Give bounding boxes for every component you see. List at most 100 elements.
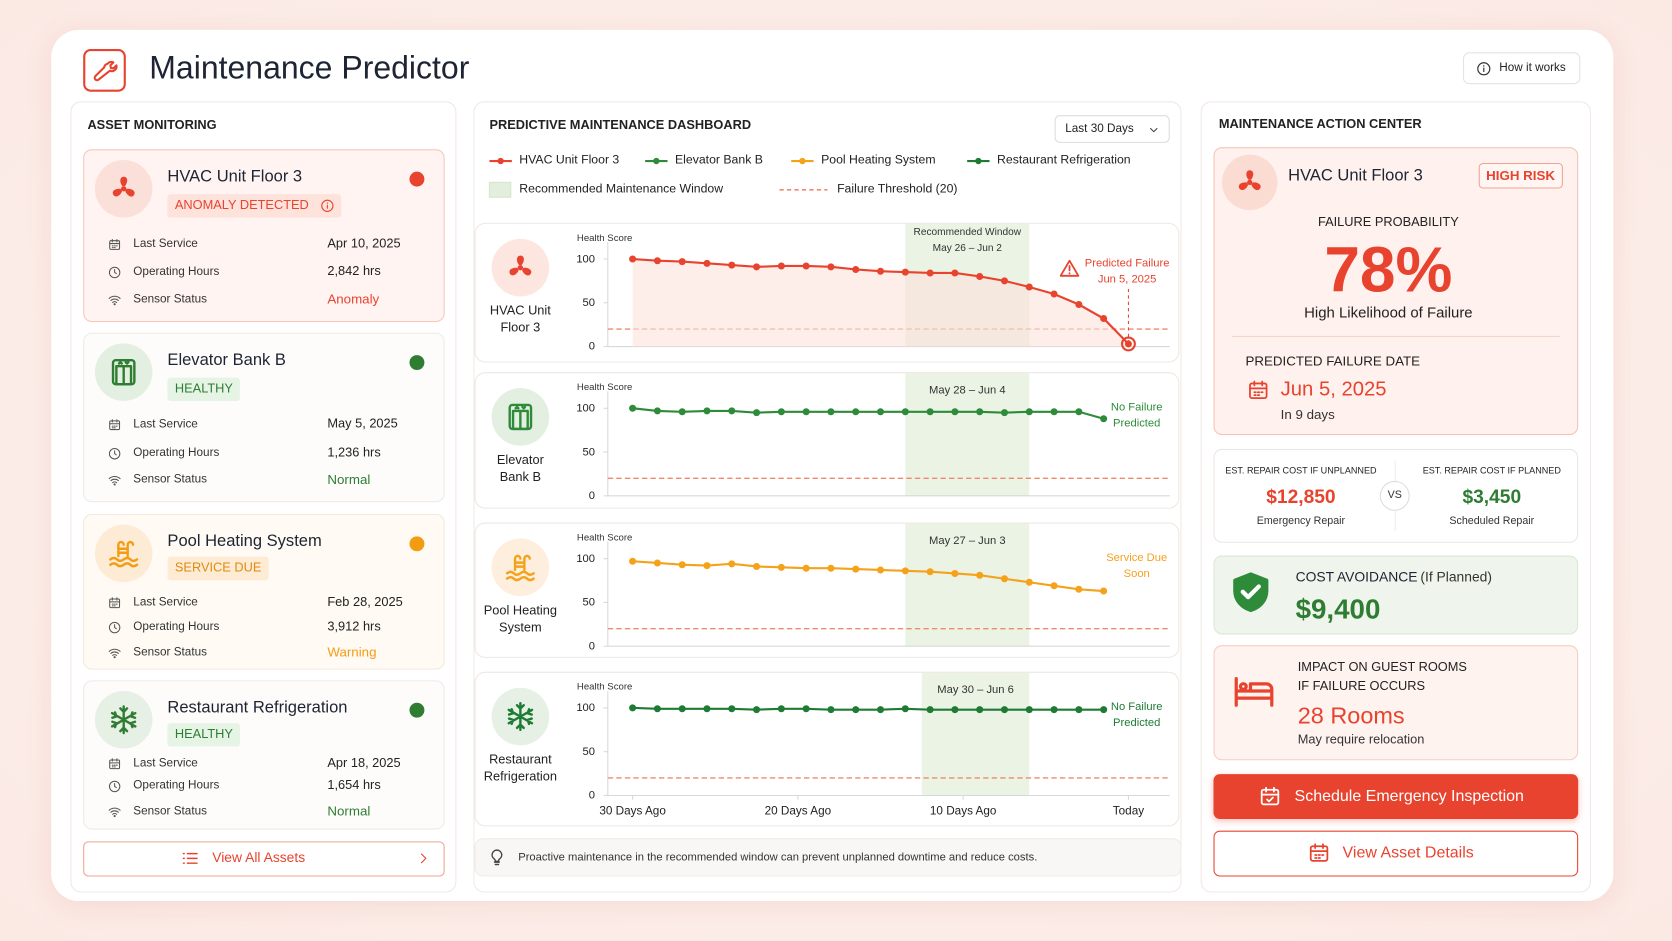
vs-label: VS (1387, 489, 1402, 502)
icon-part (1059, 259, 1080, 277)
cost-value: $3,450 (1462, 485, 1522, 508)
icon-part (108, 418, 120, 430)
help-label: How it works (1499, 61, 1566, 75)
probability-label: FAILURE PROBABILITY (1317, 214, 1459, 230)
chart (603, 223, 1170, 352)
icon-part (505, 554, 535, 582)
icon-part (112, 814, 116, 817)
icon-part (108, 447, 120, 459)
icon-part (125, 188, 135, 197)
icon (1233, 670, 1276, 713)
impact-note: May require relocation (1297, 731, 1425, 747)
icon-part (108, 757, 120, 767)
row-value: May 5, 2025 (327, 415, 398, 431)
icon-part (509, 267, 519, 276)
health-point (852, 565, 860, 573)
icon-part (93, 60, 118, 82)
icon (1475, 60, 1491, 76)
health-point (976, 571, 984, 579)
row-label: Sensor Status (133, 292, 207, 306)
row-label: Operating Hours (133, 620, 220, 634)
icon-part (112, 188, 123, 197)
date-label: PREDICTED FAILURE DATE (1245, 353, 1421, 369)
health-point (753, 562, 761, 571)
cost-note: Emergency Repair (1256, 515, 1346, 528)
icon-part (110, 705, 137, 735)
icon-part (108, 238, 120, 248)
icon (107, 473, 121, 487)
health-point (1025, 408, 1033, 416)
days-left: In 9 days (1280, 407, 1335, 423)
y-tick-label: 50 (582, 445, 596, 459)
icon-part (516, 255, 524, 265)
row-value: Apr 18, 2025 (327, 755, 401, 770)
window-label: May 27 – Jun 3 (929, 534, 1006, 547)
health-point (777, 262, 785, 270)
icon-part (1238, 170, 1261, 191)
health-point (629, 255, 637, 263)
health-point (827, 564, 835, 572)
y-tick-label: 0 (588, 489, 596, 503)
secondary-button[interactable] (1213, 830, 1579, 877)
icon-part (112, 655, 116, 658)
icon (504, 701, 536, 733)
icon (1307, 841, 1330, 864)
icon-part (108, 239, 120, 250)
y-tick-label: 100 (576, 552, 596, 565)
health-point (926, 568, 934, 576)
icon-part (112, 176, 135, 197)
health-point (976, 272, 984, 281)
icon-part (1309, 843, 1329, 862)
health-line (632, 560, 1104, 593)
help-button[interactable] (1463, 52, 1581, 85)
health-point (827, 706, 835, 714)
health-point (951, 706, 959, 714)
health-point (753, 409, 761, 417)
health-point (1075, 408, 1083, 416)
icon-part (108, 621, 120, 633)
view-all-button[interactable] (83, 841, 445, 877)
icon-part (108, 266, 120, 278)
legend-dot (653, 157, 660, 165)
health-point (653, 705, 661, 713)
health-point (653, 559, 661, 567)
row-label: Last Service (133, 756, 198, 770)
health-point (1025, 283, 1033, 291)
chart-card (474, 372, 1180, 509)
health-point (1025, 578, 1033, 586)
row-value: 1,236 hrs (327, 444, 381, 460)
icon-part (1059, 259, 1080, 277)
cost-label: EST. REPAIR COST IF UNPLANNED (1225, 465, 1377, 476)
status-note: Jun 5, 2025 (1097, 272, 1157, 286)
icon-part (1260, 786, 1280, 806)
asset-name: HVAC Unit Floor 3 (167, 167, 303, 186)
icon (320, 198, 335, 213)
icon (108, 356, 140, 388)
asset-card[interactable] (83, 680, 445, 830)
icon (107, 646, 121, 660)
icon-part (1150, 128, 1158, 133)
status-note: Predicted (1113, 716, 1161, 730)
icon-part (182, 852, 198, 864)
chart-asset-label: HVAC Unit (489, 302, 551, 318)
health-point (827, 263, 835, 271)
primary-button[interactable] (1213, 774, 1579, 819)
health-point (728, 560, 736, 568)
health-point (1100, 415, 1108, 423)
icon-part (125, 188, 135, 197)
health-point (629, 404, 637, 412)
health-point (1000, 706, 1009, 714)
icon (1234, 166, 1266, 198)
icon-part (112, 482, 116, 485)
icon (108, 537, 140, 569)
health-point (703, 562, 711, 570)
health-point (1075, 706, 1083, 714)
failure-point (1120, 336, 1136, 352)
cost-note: Scheduled Repair (1449, 515, 1535, 528)
icon-part (108, 475, 121, 483)
icon-part (1249, 380, 1268, 399)
icon-part (108, 295, 121, 305)
icon-part (1249, 382, 1268, 399)
icon (107, 293, 121, 307)
